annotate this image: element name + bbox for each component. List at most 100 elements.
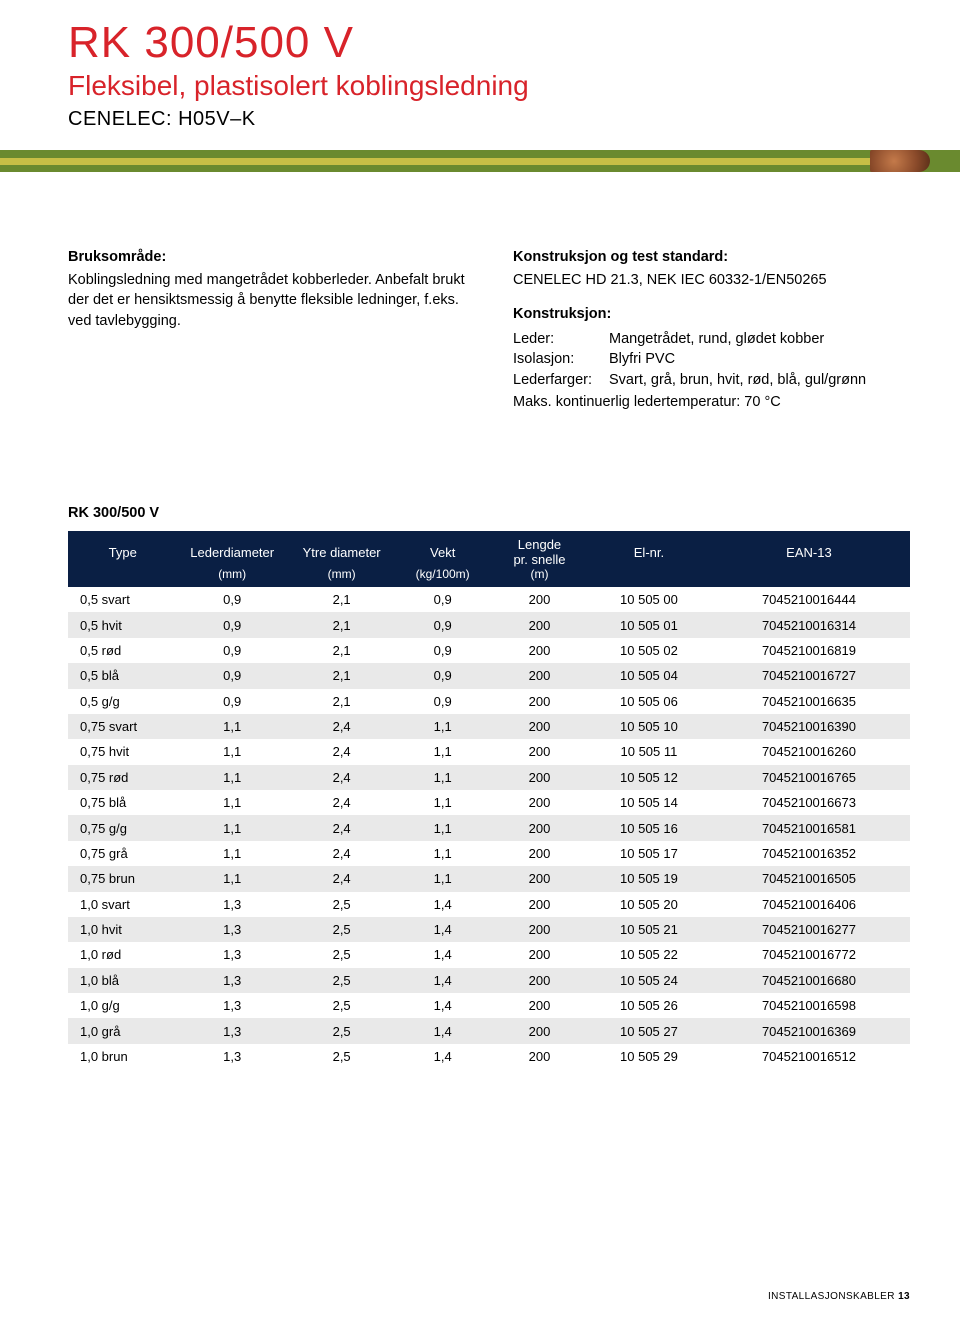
def-row: Isolasjon:Blyfri PVC — [513, 349, 910, 370]
table-row: 0,75 rød1,12,41,120010 505 1270452100167… — [68, 765, 910, 790]
table-cell: 1,1 — [177, 765, 286, 790]
table-cell: 7045210016369 — [708, 1018, 910, 1043]
page-footer: INSTALLASJONSKABLER 13 — [768, 1291, 910, 1302]
table-cell: 200 — [489, 917, 590, 942]
table-cell: 0,9 — [177, 689, 286, 714]
table-cell: 0,5 g/g — [68, 689, 177, 714]
table-cell: 0,75 g/g — [68, 815, 177, 840]
table-cell: 2,5 — [287, 1018, 396, 1043]
table-cell: 10 505 16 — [590, 815, 708, 840]
table-cell: 2,4 — [287, 866, 396, 891]
table-cell: 1,3 — [177, 968, 286, 993]
table-cell: 1,1 — [396, 714, 489, 739]
table-cell: 2,5 — [287, 892, 396, 917]
table-cell: 2,4 — [287, 739, 396, 764]
table-cell: 10 505 10 — [590, 714, 708, 739]
table-cell: 200 — [489, 612, 590, 637]
table-cell: 1,3 — [177, 917, 286, 942]
table-cell: 1,3 — [177, 1044, 286, 1069]
table-row: 1,0 rød1,32,51,420010 505 22704521001677… — [68, 942, 910, 967]
table-cell: 0,5 hvit — [68, 612, 177, 637]
table-cell: 0,75 svart — [68, 714, 177, 739]
col-header: El-nr. — [590, 531, 708, 567]
table-cell: 2,4 — [287, 815, 396, 840]
table-cell: 7045210016277 — [708, 917, 910, 942]
table-cell: 7045210016390 — [708, 714, 910, 739]
table-cell: 0,75 hvit — [68, 739, 177, 764]
table-cell: 1,1 — [177, 815, 286, 840]
table-row: 0,75 svart1,12,41,120010 505 10704521001… — [68, 714, 910, 739]
table-cell: 7045210016598 — [708, 993, 910, 1018]
col-unit: (kg/100m) — [396, 567, 489, 587]
table-cell: 200 — [489, 942, 590, 967]
table-row: 0,5 svart0,92,10,920010 505 007045210016… — [68, 587, 910, 612]
col-header: EAN-13 — [708, 531, 910, 567]
table-row: 0,75 hvit1,12,41,120010 505 117045210016… — [68, 739, 910, 764]
table-cell: 1,1 — [177, 714, 286, 739]
usage-column: Bruksområde: Koblingsledning med mangetr… — [68, 247, 465, 413]
table-cell: 1,1 — [177, 739, 286, 764]
table-row: 1,0 g/g1,32,51,420010 505 26704521001659… — [68, 993, 910, 1018]
table-cell: 1,1 — [177, 866, 286, 891]
col-header: Ytre diameter — [287, 531, 396, 567]
table-cell: 200 — [489, 714, 590, 739]
table-cell: 0,5 rød — [68, 638, 177, 663]
table-cell: 200 — [489, 815, 590, 840]
table-row: 0,75 blå1,12,41,120010 505 1470452100166… — [68, 790, 910, 815]
footer-label: INSTALLASJONSKABLER — [768, 1291, 895, 1302]
def-row: Lederfarger:Svart, grå, brun, hvit, rød,… — [513, 370, 910, 391]
table-cell: 200 — [489, 638, 590, 663]
table-cell: 1,1 — [177, 790, 286, 815]
table-cell: 1,4 — [396, 1044, 489, 1069]
cable-stripe — [0, 158, 870, 165]
table-cell: 2,5 — [287, 942, 396, 967]
table-cell: 10 505 22 — [590, 942, 708, 967]
table-cell: 10 505 21 — [590, 917, 708, 942]
table-cell: 7045210016444 — [708, 587, 910, 612]
table-cell: 1,4 — [396, 968, 489, 993]
table-cell: 0,9 — [177, 663, 286, 688]
table-cell: 1,4 — [396, 917, 489, 942]
cable-tip — [870, 150, 930, 172]
col-header: Lederdiameter — [177, 531, 286, 567]
table-cell: 2,5 — [287, 917, 396, 942]
table-cell: 2,1 — [287, 663, 396, 688]
table-cell: 1,1 — [396, 739, 489, 764]
def-key: Lederfarger: — [513, 370, 609, 391]
table-cell: 1,0 rød — [68, 942, 177, 967]
table-cell: 7045210016680 — [708, 968, 910, 993]
page-subtitle: Fleksibel, plastisolert koblingsledning — [68, 70, 910, 102]
table-cell: 0,9 — [177, 638, 286, 663]
col-unit: (m) — [489, 567, 590, 587]
table-cell: 2,5 — [287, 1044, 396, 1069]
table-cell: 200 — [489, 993, 590, 1018]
table-cell: 0,9 — [177, 612, 286, 637]
table-cell: 1,0 grå — [68, 1018, 177, 1043]
table-cell: 1,1 — [177, 841, 286, 866]
table-cell: 7045210016512 — [708, 1044, 910, 1069]
table-cell: 200 — [489, 968, 590, 993]
table-cell: 10 505 14 — [590, 790, 708, 815]
spec-table: TypeLederdiameterYtre diameterVektLengde… — [68, 531, 910, 1069]
def-value: Blyfri PVC — [609, 349, 910, 370]
table-cell: 1,1 — [396, 790, 489, 815]
table-cell: 7045210016406 — [708, 892, 910, 917]
table-cell: 10 505 27 — [590, 1018, 708, 1043]
table-cell: 0,9 — [396, 638, 489, 663]
table-cell: 7045210016765 — [708, 765, 910, 790]
table-cell: 10 505 04 — [590, 663, 708, 688]
table-cell: 10 505 00 — [590, 587, 708, 612]
table-cell: 0,5 svart — [68, 587, 177, 612]
table-row: 0,5 rød0,92,10,920010 505 02704521001681… — [68, 638, 910, 663]
table-cell: 0,75 blå — [68, 790, 177, 815]
table-cell: 200 — [489, 866, 590, 891]
table-cell: 2,5 — [287, 968, 396, 993]
table-row: 0,5 blå0,92,10,920010 505 04704521001672… — [68, 663, 910, 688]
std-body: CENELEC HD 21.3, NEK IEC 60332-1/EN50265 — [513, 270, 910, 291]
usage-body: Koblingsledning med mangetrådet kobberle… — [68, 270, 465, 332]
table-cell: 10 505 20 — [590, 892, 708, 917]
table-cell: 10 505 02 — [590, 638, 708, 663]
col-header: Vekt — [396, 531, 489, 567]
table-cell: 2,4 — [287, 765, 396, 790]
footer-page: 13 — [898, 1291, 910, 1302]
